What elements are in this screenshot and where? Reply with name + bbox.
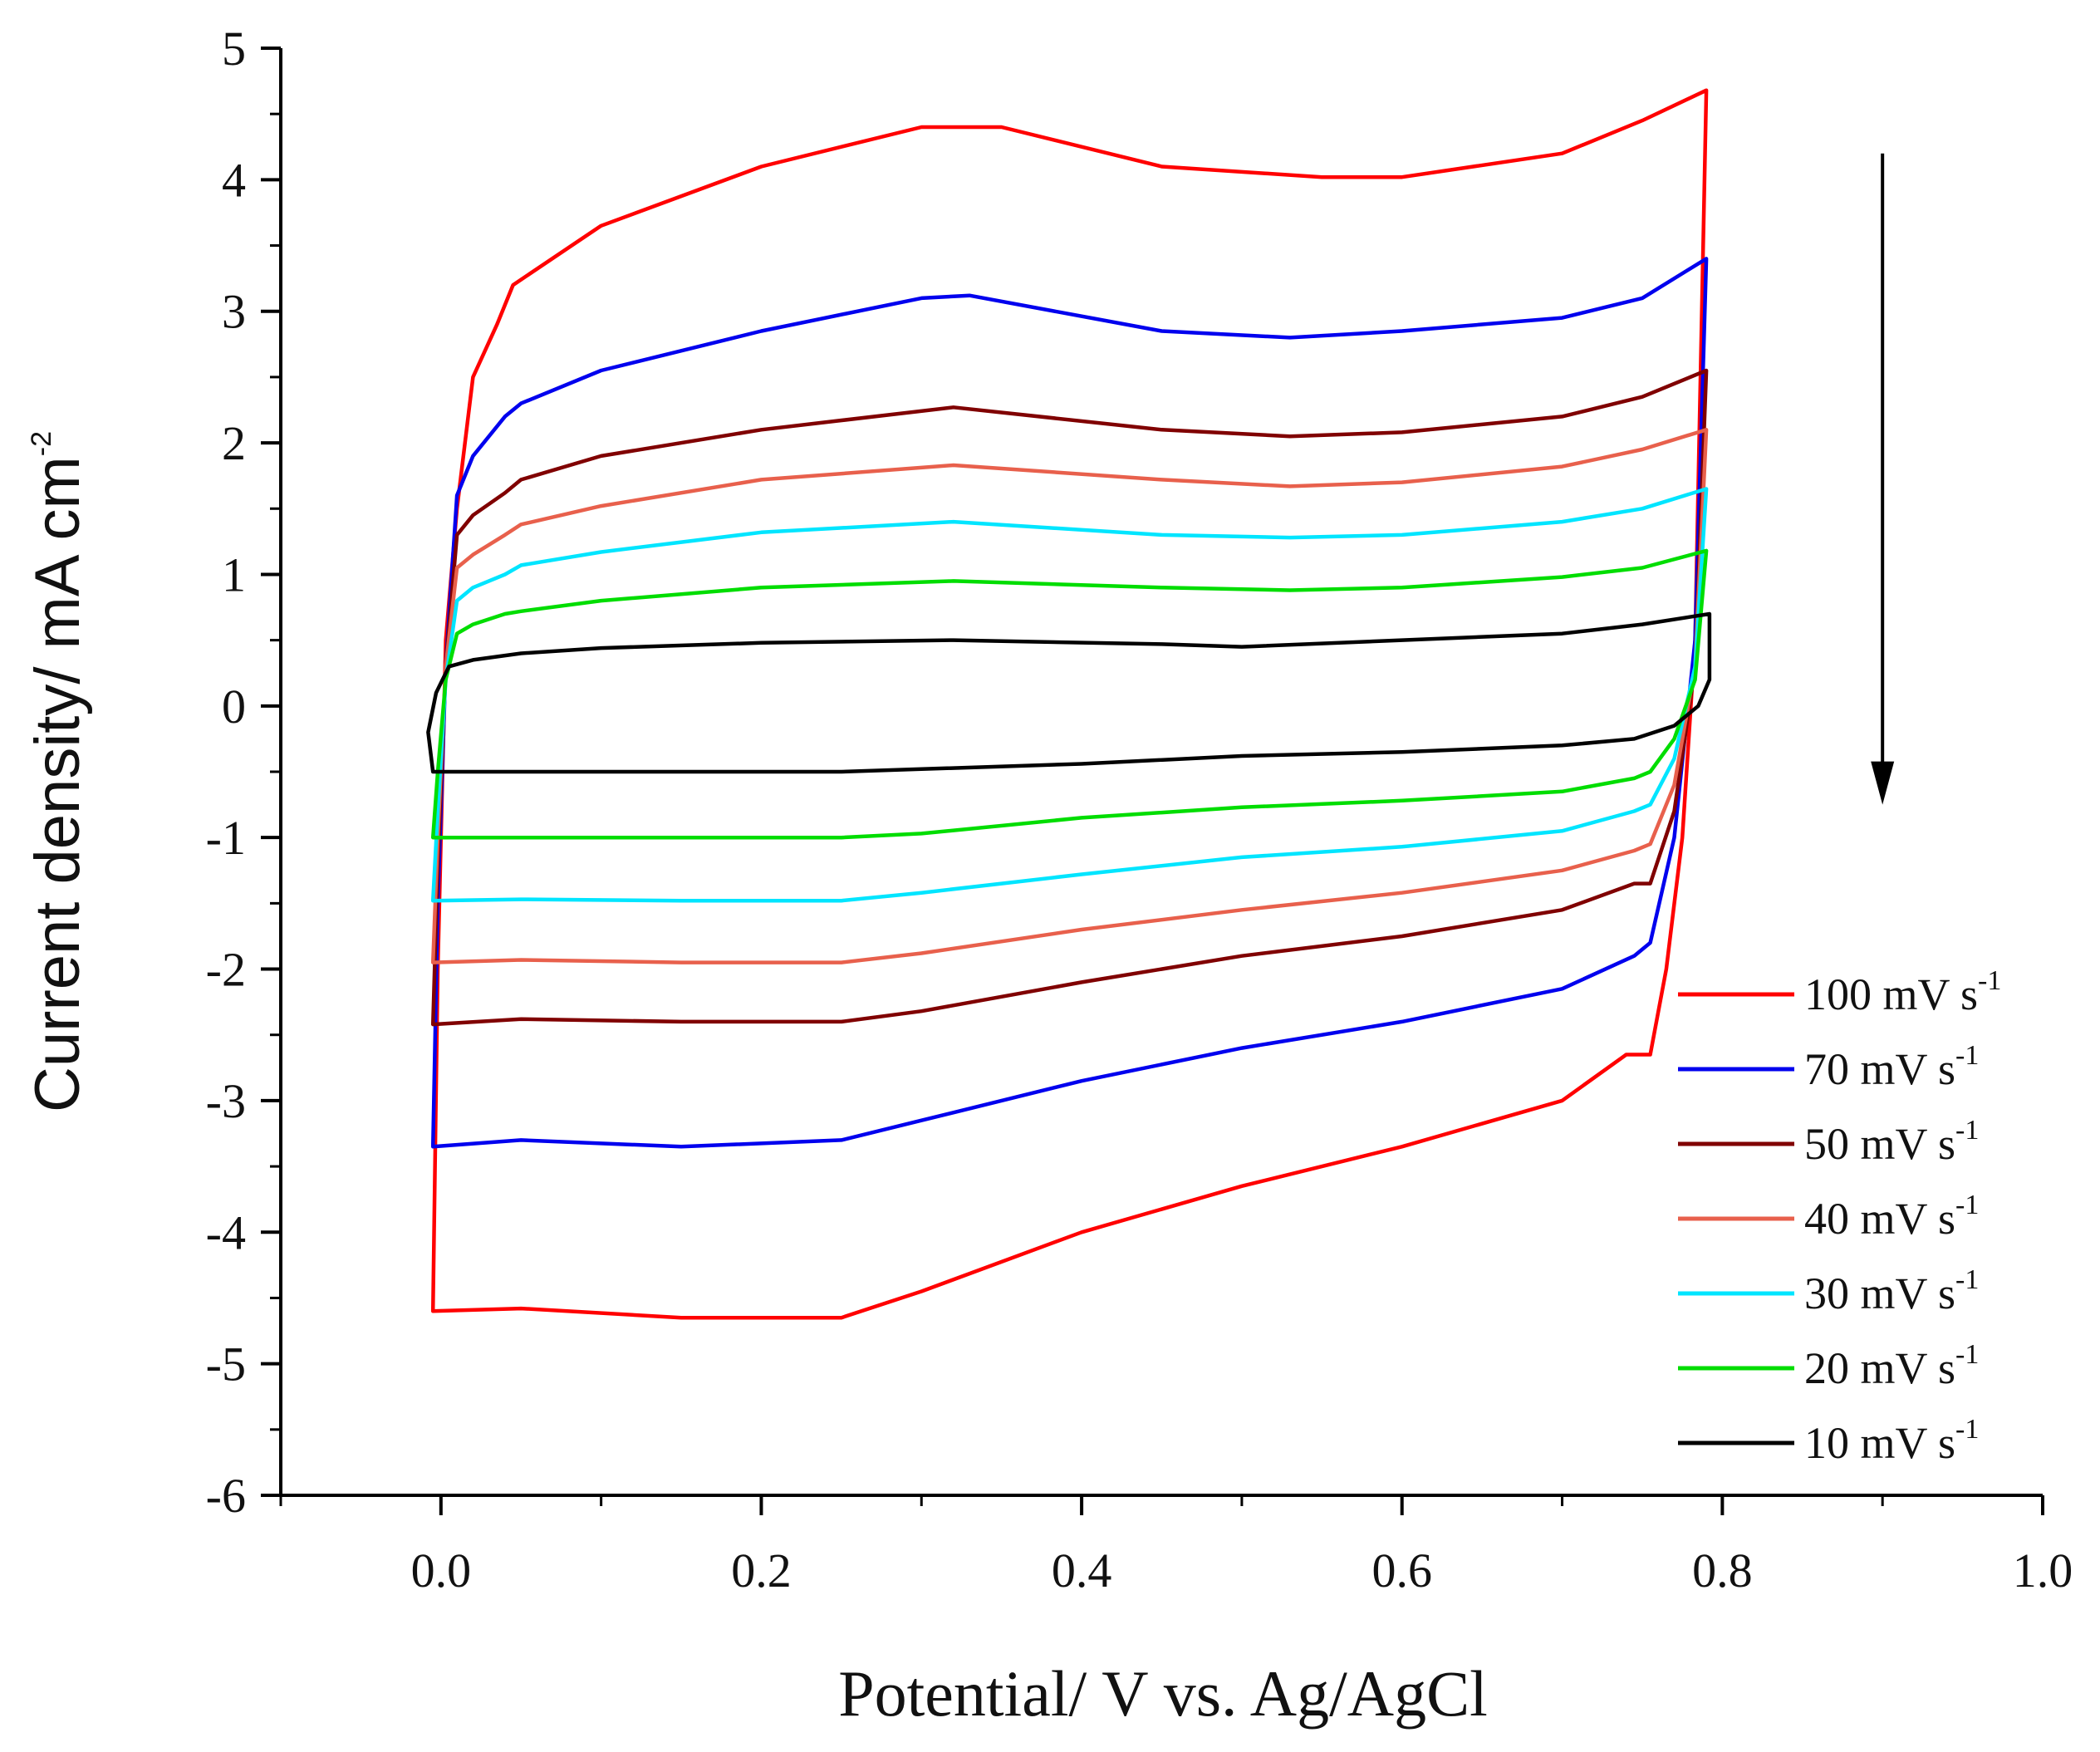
x-axis-ticks: 0.0 0.2 0.4 0.6 0.8 1.0 (279, 1495, 2073, 1597)
scan-rate-direction-arrow (1871, 153, 1895, 805)
y-axis-title-superscript: -2 (26, 431, 57, 456)
legend-label: 100 mV s-1 (1804, 965, 2001, 1019)
y-tick-label: -1 (206, 811, 246, 865)
legend-label: 20 mV s-1 (1804, 1339, 1979, 1393)
x-tick-label: 1.0 (2013, 1543, 2073, 1597)
y-tick-label: -4 (206, 1205, 246, 1259)
y-tick-label: -3 (206, 1074, 246, 1128)
legend-label: 50 mV s-1 (1804, 1115, 1979, 1169)
y-tick-label: -5 (206, 1337, 246, 1391)
x-tick-label: 0.6 (1371, 1543, 1432, 1597)
x-axis-title: Potential/ V vs. Ag/AgCl (838, 1657, 1488, 1730)
series-line-3 (430, 368, 1709, 1027)
legend-label: 30 mV s-1 (1804, 1264, 1979, 1318)
legend-label: 40 mV s-1 (1804, 1190, 1979, 1244)
legend-label: 10 mV s-1 (1804, 1414, 1979, 1468)
x-tick-label: 0.0 (411, 1543, 472, 1597)
y-axis-title-main: Current density/ mA cm (22, 456, 93, 1112)
series-layer (426, 88, 1712, 1320)
y-tick-label: 4 (222, 153, 246, 207)
y-axis-ticks: 5 4 3 2 1 0 -1 -2 -3 -4 -5 -6 (206, 22, 281, 1523)
y-axis-title: Current density/ mA cm-2 (22, 431, 93, 1112)
series-line-2 (430, 257, 1709, 1149)
y-tick-label: -6 (206, 1469, 246, 1523)
series-line-5 (430, 487, 1709, 903)
y-tick-label: 1 (222, 547, 246, 601)
y-tick-label: 3 (222, 285, 246, 339)
series-line-6 (430, 548, 1709, 840)
x-tick-label: 0.8 (1692, 1543, 1753, 1597)
x-tick-label: 0.2 (731, 1543, 792, 1597)
x-tick-label: 0.4 (1052, 1543, 1112, 1597)
y-tick-label: 5 (222, 22, 246, 76)
y-tick-label: 0 (222, 680, 246, 734)
y-tick-label: -2 (206, 943, 246, 997)
y-tick-label: 2 (222, 416, 246, 470)
arrow-head (1871, 761, 1895, 805)
legend: 100 mV s-1 70 mV s-1 50 mV s-1 40 mV s-1 30 … (1678, 965, 2001, 1468)
series-line-7 (426, 611, 1712, 774)
legend-label: 70 mV s-1 (1804, 1040, 1979, 1094)
series-line-1 (430, 88, 1709, 1320)
series-line-4 (430, 428, 1709, 964)
